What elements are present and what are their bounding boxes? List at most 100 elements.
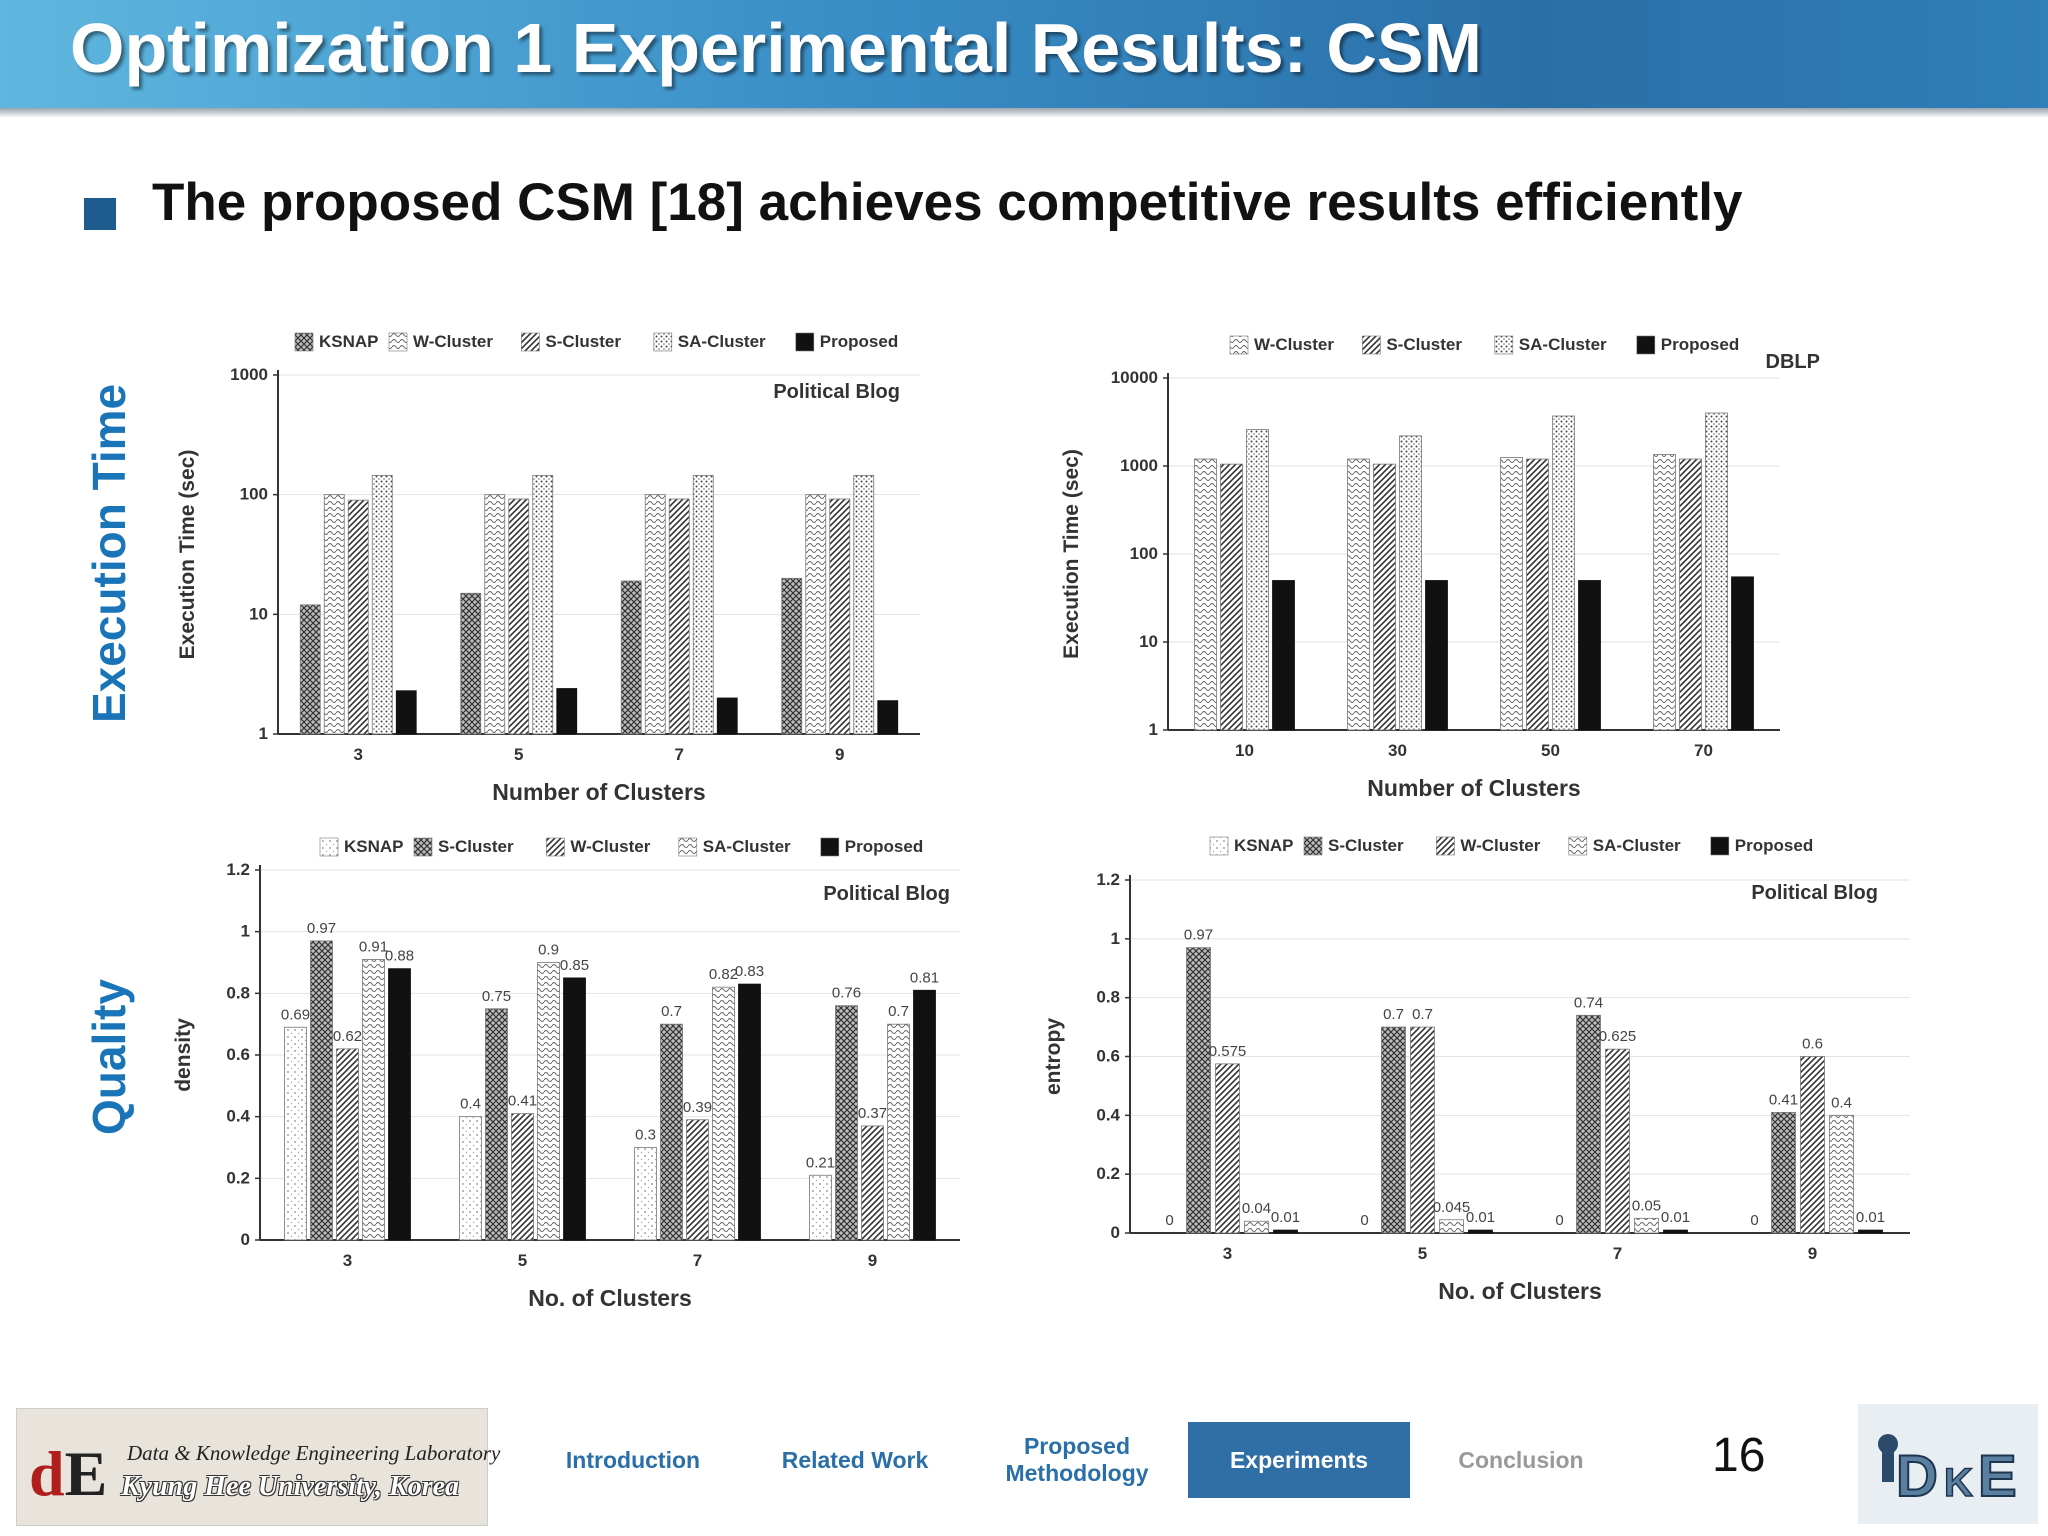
bar-s-cluster-9 [1771, 1111, 1796, 1234]
legend-swatch-w-cluster [546, 837, 565, 857]
data-label: 0.75 [482, 988, 511, 1005]
x-tick-label: 9 [868, 1251, 877, 1270]
bar-proposed-3 [1273, 1229, 1298, 1234]
data-label: 0.05 [1632, 1197, 1661, 1214]
x-tick-label: 3 [1223, 1244, 1232, 1263]
y-tick-label: 0.6 [226, 1045, 250, 1064]
bar-w-cluster-7 [1605, 1048, 1630, 1234]
legend-swatch-ksnap [319, 837, 339, 857]
bar-ksnap-7 [634, 1147, 657, 1241]
nav-related-work[interactable]: Related Work [781, 1446, 929, 1473]
lab-logo: dE Data & Knowledge Engineering Laborato… [16, 1408, 500, 1526]
data-label: 0.9 [538, 942, 559, 959]
x-axis-label: Number of Clusters [1367, 775, 1580, 801]
legend-swatch-sa-cluster [678, 837, 698, 857]
nav-introduction[interactable]: Introduction [565, 1446, 701, 1473]
y-tick-label: 0 [1111, 1223, 1120, 1242]
data-label: 0.62 [333, 1028, 362, 1045]
y-tick-label: 100 [240, 485, 268, 504]
bar-proposed-5 [1468, 1229, 1493, 1234]
chart-annotation: Political Blog [773, 381, 900, 403]
lab-logo-mark: dE [29, 1438, 108, 1509]
legend-label-ksnap: KSNAP [319, 332, 379, 351]
bar-proposed-7 [1663, 1229, 1688, 1234]
x-tick-label: 3 [343, 1251, 352, 1270]
bar-s-cluster-9 [835, 1005, 858, 1241]
bar-s-cluster-10 [1220, 463, 1243, 731]
chart-exec-time-political-blog: 1 10 100 1000 3 5 7 9 Number of Clusters Executio… [160, 320, 940, 810]
data-label: 0.41 [508, 1093, 537, 1110]
y-axis-label: density [172, 1018, 195, 1092]
data-label: 0.4 [460, 1096, 481, 1113]
x-tick-label: 5 [514, 745, 523, 764]
legend-swatch-s-cluster [521, 332, 540, 352]
bar-ksnap-3 [284, 1026, 307, 1241]
data-label: 0 [1555, 1212, 1563, 1229]
bar-s-cluster-5 [1381, 1026, 1406, 1234]
data-label: 0.76 [832, 985, 861, 1002]
bar-proposed-10 [1272, 580, 1295, 731]
y-tick-label: 10000 [1111, 368, 1158, 387]
chart-exec-time-dblp: 1 10 100 1000 10000 10 30 50 70 Number of Cluster… [1050, 320, 1850, 810]
legend-swatch-s-cluster [1303, 836, 1323, 856]
legend-label-ksnap: KSNAP [344, 837, 404, 856]
y-tick-label: 1 [241, 922, 250, 941]
y-tick-label: 0.2 [226, 1168, 250, 1187]
bar-ksnap-5 [460, 592, 482, 735]
bar-proposed-5 [556, 688, 578, 735]
x-tick-label: 7 [675, 745, 684, 764]
y-tick-label: 0.8 [226, 983, 250, 1002]
y-tick-label: 1.2 [226, 860, 250, 879]
nav-experiments[interactable]: Experiments [1188, 1422, 1410, 1498]
bar-sa-cluster-7 [712, 986, 735, 1241]
bar-sa-cluster-70 [1705, 412, 1728, 731]
data-label: 0.01 [1466, 1209, 1495, 1226]
data-label: 0.21 [806, 1154, 835, 1171]
bar-ksnap-9 [781, 577, 803, 735]
data-label: 0.7 [1412, 1006, 1433, 1023]
bar-s-cluster-7 [660, 1023, 683, 1241]
bar-s-cluster-3 [310, 940, 333, 1241]
y-axis-label: entropy [1042, 1018, 1065, 1095]
bar-sa-cluster-5 [537, 962, 560, 1241]
legend-label-w-cluster: W-Cluster [1254, 335, 1334, 354]
legend-label-sa-cluster: SA-Cluster [678, 332, 766, 351]
data-label: 0.575 [1209, 1043, 1247, 1060]
data-label: 0.625 [1599, 1028, 1637, 1045]
nav-proposed-methodology[interactable]: Proposed Methodology [1005, 1433, 1149, 1486]
university-name: Kyung Hee University, Korea [121, 1471, 460, 1502]
bullet-text: The proposed CSM [18] achieves competiti… [152, 173, 1743, 232]
legend-label-s-cluster: S-Cluster [438, 837, 514, 856]
row-label-execution-time: Execution Time [83, 383, 135, 723]
bar-proposed-50 [1578, 580, 1601, 731]
bar-sa-cluster-3 [371, 474, 393, 735]
bar-proposed-70 [1731, 576, 1754, 731]
x-tick-label: 7 [693, 1251, 702, 1270]
bar-w-cluster-70 [1653, 454, 1676, 731]
legend-label-ksnap: KSNAP [1234, 836, 1294, 855]
svg-text:E: E [1978, 1444, 2017, 1509]
data-label: 0.83 [735, 963, 764, 980]
data-label: 0.01 [1856, 1209, 1885, 1226]
bar-w-cluster-9 [861, 1125, 884, 1241]
bar-s-cluster-5 [485, 1008, 508, 1241]
legend-swatch-sa-cluster [1494, 335, 1514, 355]
y-tick-label: 1000 [1120, 456, 1158, 475]
svg-text:K: K [1944, 1461, 1973, 1505]
legend-label-s-cluster: S-Cluster [1386, 335, 1462, 354]
nav-conclusion[interactable]: Conclusion [1458, 1446, 1584, 1473]
bar-w-cluster-9 [1800, 1056, 1825, 1234]
chart-svg: 00.20.40.60.811.20.690.970.620.910.8830.… [172, 837, 960, 1311]
chart-annotation: Political Blog [1751, 882, 1878, 904]
legend-label-s-cluster: S-Cluster [545, 332, 621, 351]
x-axis-label: No. of Clusters [528, 1285, 692, 1311]
bar-proposed-7 [716, 697, 738, 735]
y-tick-label: 0.8 [1096, 988, 1120, 1007]
legend-swatch-ksnap [294, 332, 314, 352]
legend-swatch-s-cluster [1362, 335, 1381, 355]
data-label: 0.7 [888, 1003, 909, 1020]
bar-proposed-30 [1425, 580, 1448, 731]
x-tick-label: 70 [1694, 741, 1713, 760]
y-axis-label: Execution Time (sec) [176, 450, 199, 660]
y-tick-label: 0 [241, 1230, 250, 1249]
